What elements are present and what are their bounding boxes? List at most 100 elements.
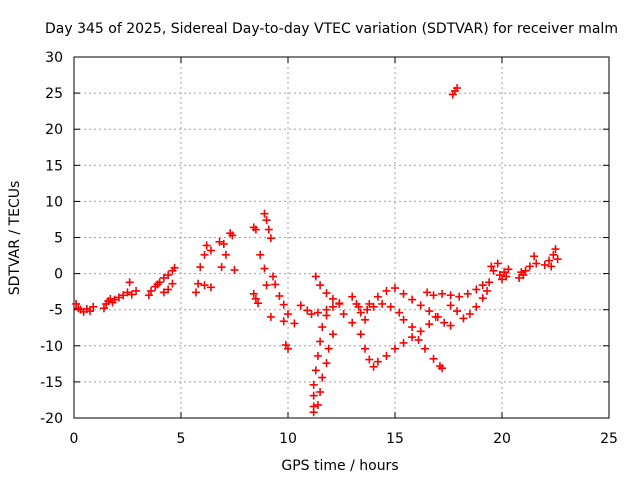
data-point [549,250,558,259]
data-point [262,281,271,290]
data-point [489,266,498,275]
data-point [251,225,260,234]
data-point [164,271,173,280]
data-point [303,306,312,315]
data-point [369,362,378,371]
x-tick-label: 0 [70,431,79,447]
data-point [446,321,455,330]
y-tick-label: -20 [40,411,63,427]
data-point [309,391,318,400]
data-point [251,294,260,303]
data-point [463,289,472,298]
data-point [127,290,136,299]
grid [74,57,609,418]
data-point [487,262,496,271]
data-point [316,388,325,397]
x-tick-label: 10 [279,431,297,447]
data-point [318,323,327,332]
data-point [472,302,481,311]
data-point [399,315,408,324]
data-point [72,299,81,308]
data-point [316,281,325,290]
data-point [313,351,322,360]
data-point [408,333,417,342]
data-point [275,291,284,300]
data-point [500,268,509,277]
data-point [279,317,288,326]
data-point [378,299,387,308]
data-point [260,264,269,273]
data-point [339,310,348,319]
data-point [498,275,506,284]
data-point [356,330,365,339]
y-tick-label: 30 [45,50,63,66]
data-point [309,408,318,417]
data-point [318,373,327,382]
data-point [365,355,374,364]
data-point [256,250,265,259]
data-point [519,271,528,280]
data-point [316,337,325,346]
data-point [361,315,370,324]
data-point [521,266,530,275]
data-point [465,310,474,319]
data-point [525,262,534,271]
x-tick-label: 5 [177,431,186,447]
data-point [132,286,141,295]
data-point [502,272,511,281]
data-point [313,308,322,317]
data-point [423,288,432,297]
data-point [438,289,447,298]
data-point [279,300,288,309]
data-point [221,250,230,259]
data-point [123,288,132,297]
data-point [455,292,464,301]
data-point [147,286,156,295]
data-point [219,239,228,248]
y-tick-label: 0 [54,267,63,283]
data-point [425,307,434,316]
data-point [485,278,494,287]
data-point [504,265,513,274]
x-tick-label: 15 [386,431,404,447]
data-point [429,291,438,300]
data-point [228,231,237,240]
chart-title: Day 345 of 2025, Sidereal Day-to-day VTE… [45,21,618,37]
data-point [382,351,391,360]
data-point [324,344,333,353]
data-point [215,237,224,246]
data-point [365,299,374,308]
data-point [530,252,539,261]
data-point [86,307,95,316]
data-points [72,84,562,417]
data-point [206,246,215,255]
data-point [296,301,305,310]
data-point [478,281,487,290]
data-point [196,263,205,272]
data-point [373,357,382,366]
data-point [553,255,562,264]
data-point [416,301,425,310]
data-point [144,291,153,300]
data-point [440,318,449,327]
data-point [446,291,455,300]
data-point [328,294,337,303]
data-point [348,292,357,301]
x-axis-label: GPS time / hours [281,458,398,474]
data-point [361,344,370,353]
data-point [363,305,372,314]
data-point [438,364,447,373]
data-point [290,319,299,328]
data-point [230,265,239,274]
data-point [307,310,316,319]
data-point [495,271,504,280]
data-point [515,273,524,282]
y-tick-label: 15 [45,158,63,174]
data-point [191,288,200,297]
data-point [348,318,357,327]
data-point [266,312,275,321]
data-point [311,272,320,281]
data-point [217,263,226,272]
data-point [114,293,123,302]
